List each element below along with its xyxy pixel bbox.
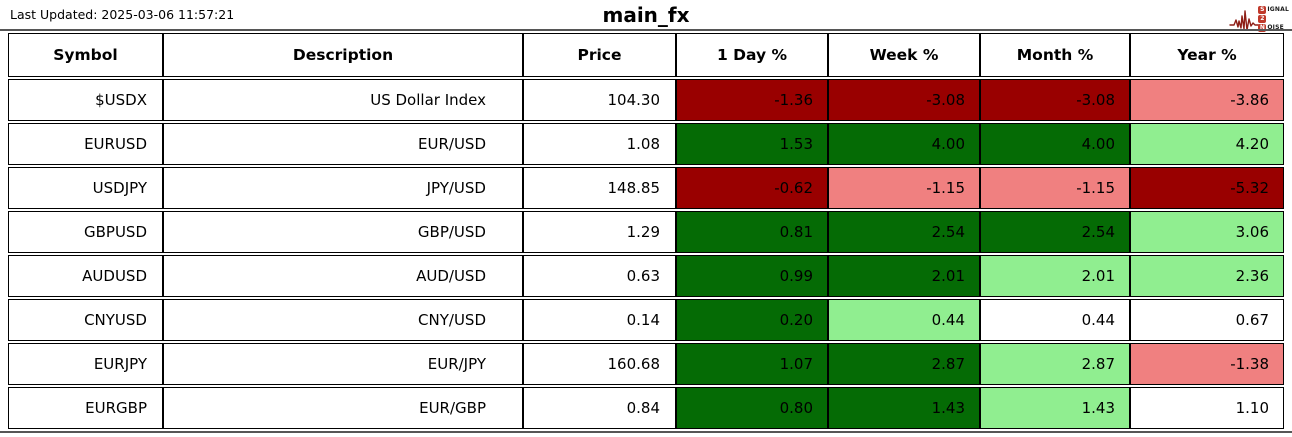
description-cell: AUD/USD	[163, 255, 523, 297]
logo-line-2: 2	[1258, 15, 1289, 23]
logo-badge-s: S	[1258, 6, 1267, 14]
logo-badge-2: 2	[1258, 15, 1267, 23]
month-change-cell: 2.87	[980, 343, 1130, 385]
year-change-cell: 3.06	[1130, 211, 1284, 253]
table-row: CNYUSD CNY/USD 0.14 0.20 0.44 0.44 0.67	[8, 299, 1284, 341]
price-cell: 1.29	[523, 211, 676, 253]
table-row: EURUSD EUR/USD 1.08 1.53 4.00 4.00 4.20	[8, 123, 1284, 165]
logo-text-ignal: IGNAL	[1267, 6, 1289, 13]
year-change-cell: -1.38	[1130, 343, 1284, 385]
price-cell: 0.63	[523, 255, 676, 297]
table-row: GBPUSD GBP/USD 1.29 0.81 2.54 2.54 3.06	[8, 211, 1284, 253]
week-change-cell: 2.01	[828, 255, 980, 297]
week-change-cell: -3.08	[828, 79, 980, 121]
header-row: Symbol Description Price 1 Day % Week % …	[8, 33, 1284, 77]
col-header-day: 1 Day %	[676, 33, 828, 77]
logo-text-oise: OISE	[1267, 24, 1284, 31]
month-change-cell: 0.44	[980, 299, 1130, 341]
day-change-cell: -0.62	[676, 167, 828, 209]
day-change-cell: 1.07	[676, 343, 828, 385]
year-change-cell: 1.10	[1130, 387, 1284, 429]
table-row: $USDX US Dollar Index 104.30 -1.36 -3.08…	[8, 79, 1284, 121]
month-change-cell: 2.54	[980, 211, 1130, 253]
col-header-year: Year %	[1130, 33, 1284, 77]
price-cell: 104.30	[523, 79, 676, 121]
symbol-cell: CNYUSD	[8, 299, 163, 341]
year-change-cell: -5.32	[1130, 167, 1284, 209]
symbol-cell: $USDX	[8, 79, 163, 121]
week-change-cell: 2.54	[828, 211, 980, 253]
year-change-cell: 0.67	[1130, 299, 1284, 341]
month-change-cell: 2.01	[980, 255, 1130, 297]
day-change-cell: 1.53	[676, 123, 828, 165]
week-change-cell: -1.15	[828, 167, 980, 209]
symbol-cell: EURUSD	[8, 123, 163, 165]
table-row: USDJPY JPY/USD 148.85 -0.62 -1.15 -1.15 …	[8, 167, 1284, 209]
month-change-cell: 1.43	[980, 387, 1130, 429]
col-header-symbol: Symbol	[8, 33, 163, 77]
month-change-cell: -1.15	[980, 167, 1130, 209]
year-change-cell: 2.36	[1130, 255, 1284, 297]
page-title: main_fx	[602, 3, 690, 27]
year-change-cell: -3.86	[1130, 79, 1284, 121]
table-row: EURJPY EUR/JPY 160.68 1.07 2.87 2.87 -1.…	[8, 343, 1284, 385]
symbol-cell: GBPUSD	[8, 211, 163, 253]
last-updated-label: Last Updated: 2025-03-06 11:57:21	[10, 7, 235, 22]
price-cell: 0.14	[523, 299, 676, 341]
logo-badge-n: N	[1258, 24, 1267, 32]
day-change-cell: 0.80	[676, 387, 828, 429]
symbol-cell: AUDUSD	[8, 255, 163, 297]
fx-table: Symbol Description Price 1 Day % Week % …	[8, 31, 1284, 431]
price-cell: 148.85	[523, 167, 676, 209]
symbol-cell: EURGBP	[8, 387, 163, 429]
logo-wordmark: S IGNAL 2 N OISE	[1258, 6, 1289, 32]
description-cell: EUR/USD	[163, 123, 523, 165]
symbol-cell: USDJPY	[8, 167, 163, 209]
price-cell: 160.68	[523, 343, 676, 385]
month-change-cell: 4.00	[980, 123, 1130, 165]
description-cell: JPY/USD	[163, 167, 523, 209]
col-header-week: Week %	[828, 33, 980, 77]
day-change-cell: 0.99	[676, 255, 828, 297]
table-row: AUDUSD AUD/USD 0.63 0.99 2.01 2.01 2.36	[8, 255, 1284, 297]
col-header-price: Price	[523, 33, 676, 77]
logo-line-noise: N OISE	[1258, 24, 1289, 32]
col-header-description: Description	[163, 33, 523, 77]
week-change-cell: 2.87	[828, 343, 980, 385]
table-row: EURGBP EUR/GBP 0.84 0.80 1.43 1.43 1.10	[8, 387, 1284, 429]
price-cell: 1.08	[523, 123, 676, 165]
day-change-cell: 0.20	[676, 299, 828, 341]
col-header-month: Month %	[980, 33, 1130, 77]
bottom-divider	[0, 431, 1292, 433]
week-change-cell: 1.43	[828, 387, 980, 429]
description-cell: CNY/USD	[163, 299, 523, 341]
day-change-cell: 0.81	[676, 211, 828, 253]
price-cell: 0.84	[523, 387, 676, 429]
year-change-cell: 4.20	[1130, 123, 1284, 165]
day-change-cell: -1.36	[676, 79, 828, 121]
top-divider	[0, 29, 1292, 31]
week-change-cell: 0.44	[828, 299, 980, 341]
description-cell: GBP/USD	[163, 211, 523, 253]
symbol-cell: EURJPY	[8, 343, 163, 385]
description-cell: US Dollar Index	[163, 79, 523, 121]
description-cell: EUR/GBP	[163, 387, 523, 429]
logo-line-signal: S IGNAL	[1258, 6, 1289, 14]
month-change-cell: -3.08	[980, 79, 1130, 121]
week-change-cell: 4.00	[828, 123, 980, 165]
description-cell: EUR/JPY	[163, 343, 523, 385]
